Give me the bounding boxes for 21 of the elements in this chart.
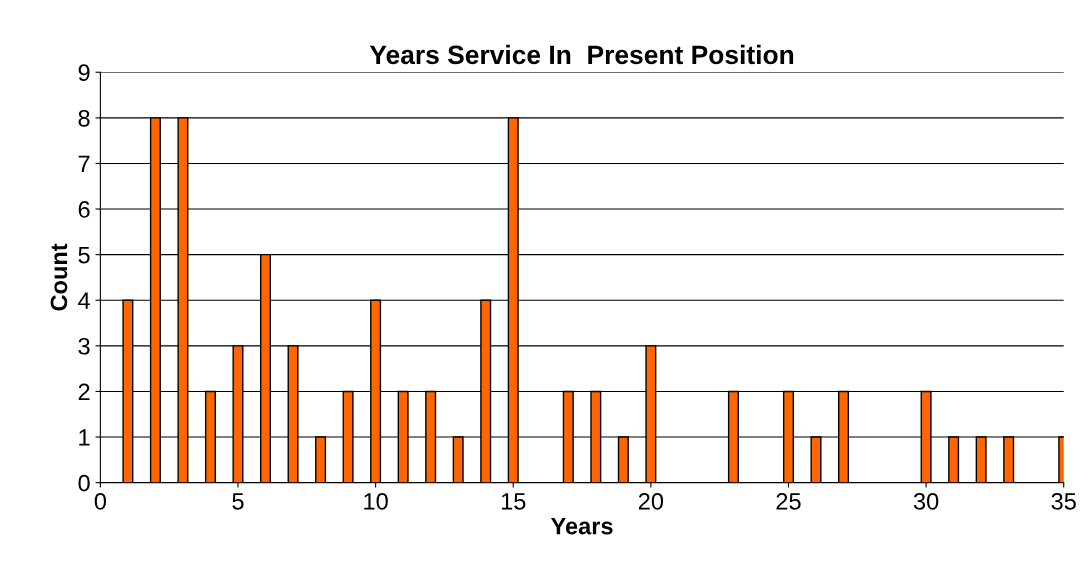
y-tick-label: 2 <box>78 383 90 400</box>
y-tick-label: 0 <box>78 474 90 492</box>
y-tick-label: 6 <box>78 201 90 218</box>
x-tick-label: 20 <box>638 492 664 510</box>
y-tick-label: 8 <box>78 109 90 127</box>
y-tick-label: 1 <box>79 429 90 446</box>
chart-title: Years Service In Present Position <box>369 44 794 65</box>
y-tick-label: 7 <box>78 155 90 172</box>
x-axis-title: Years <box>550 518 613 535</box>
x-tick-label: 15 <box>501 493 526 510</box>
y-tick-label: 3 <box>78 337 90 355</box>
x-tick-label: 0 <box>94 492 107 510</box>
y-tick-label: 5 <box>78 246 90 264</box>
x-tick-label: 10 <box>364 492 388 510</box>
y-tick-label: 9 <box>78 64 90 82</box>
x-tick-label: 30 <box>913 492 939 510</box>
x-tick-label: 25 <box>776 492 801 510</box>
y-axis-title: Count <box>50 243 68 311</box>
x-tick-label: 35 <box>1051 492 1076 510</box>
y-tick-label: 4 <box>78 292 90 309</box>
x-tick-label: 5 <box>232 493 244 510</box>
